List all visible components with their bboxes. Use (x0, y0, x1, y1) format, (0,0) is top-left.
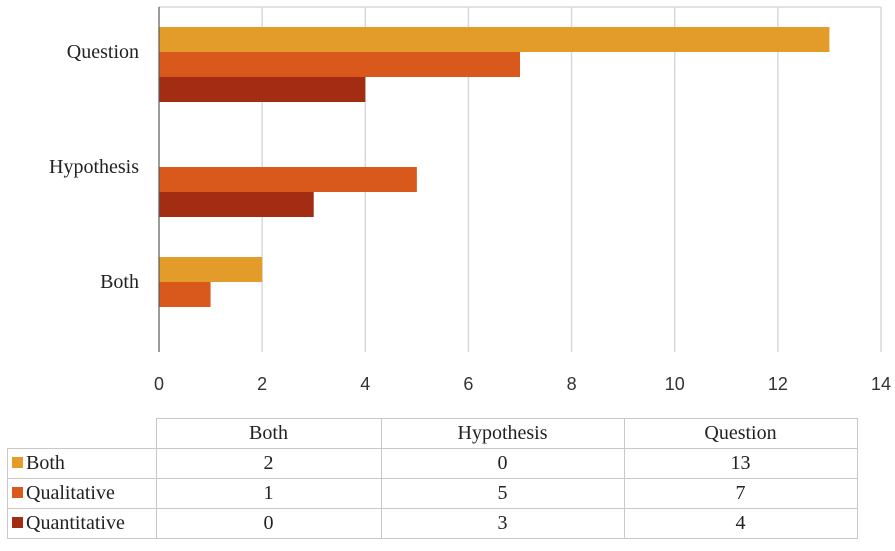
legend-swatch-quantitative (12, 517, 23, 528)
table-cell: 0 (380, 448, 625, 479)
legend-swatch-qualitative (12, 487, 23, 498)
table-cell: 0 (155, 508, 382, 539)
bar-chart: Both Hypothesis Question 0 2 4 6 8 10 12 14 (49, 6, 891, 394)
table-row: Quantitative 0 3 4 (7, 508, 858, 539)
table-cell: 2 (155, 448, 382, 479)
bar-both-both (159, 257, 263, 282)
bar-quantitative-hypothesis (159, 192, 314, 217)
table-cell: 1 (155, 478, 382, 509)
x-tick-label: 12 (768, 374, 788, 394)
data-table: Both Hypothesis Question Both 2 0 13 Qua… (7, 418, 858, 539)
bar-qualitative-question (159, 52, 520, 77)
table-cell: 7 (623, 478, 858, 509)
table-cell: 13 (623, 448, 858, 479)
x-tick-label: 6 (463, 374, 473, 394)
x-tick-label: 8 (567, 374, 577, 394)
table-col-header: Hypothesis (380, 418, 625, 449)
table-cell: 3 (380, 508, 625, 539)
x-tick-labels: 0 2 4 6 8 10 12 14 (154, 374, 891, 394)
legend-label: Quantitative (26, 512, 125, 534)
category-label: Both (100, 271, 139, 293)
bar-qualitative-hypothesis (159, 167, 417, 192)
x-tick-label: 10 (665, 374, 685, 394)
table-header-row: Both Hypothesis Question (7, 418, 858, 449)
table-row-header: Qualitative (7, 478, 157, 509)
table-cell: 5 (380, 478, 625, 509)
table-corner (7, 418, 157, 449)
category-labels: Both Hypothesis Question (49, 41, 139, 293)
table-row-header: Both (7, 448, 157, 479)
table-cell: 4 (623, 508, 858, 539)
legend-label: Qualitative (26, 482, 115, 504)
category-label: Hypothesis (49, 156, 139, 178)
bars (159, 27, 830, 307)
x-tick-label: 4 (360, 374, 370, 394)
x-tick-label: 2 (257, 374, 267, 394)
category-label: Question (67, 41, 139, 63)
x-tick-label: 14 (871, 374, 891, 394)
bar-quantitative-question (159, 77, 366, 102)
bar-qualitative-both (159, 282, 211, 307)
table-col-header: Both (155, 418, 382, 449)
bar-both-question (159, 27, 830, 52)
table-row: Both 2 0 13 (7, 448, 858, 479)
table-row: Qualitative 1 5 7 (7, 478, 858, 509)
legend-swatch-both (12, 457, 23, 468)
x-tick-label: 0 (154, 374, 164, 394)
table-col-header: Question (623, 418, 858, 449)
legend-label: Both (26, 452, 65, 474)
table-row-header: Quantitative (7, 508, 157, 539)
